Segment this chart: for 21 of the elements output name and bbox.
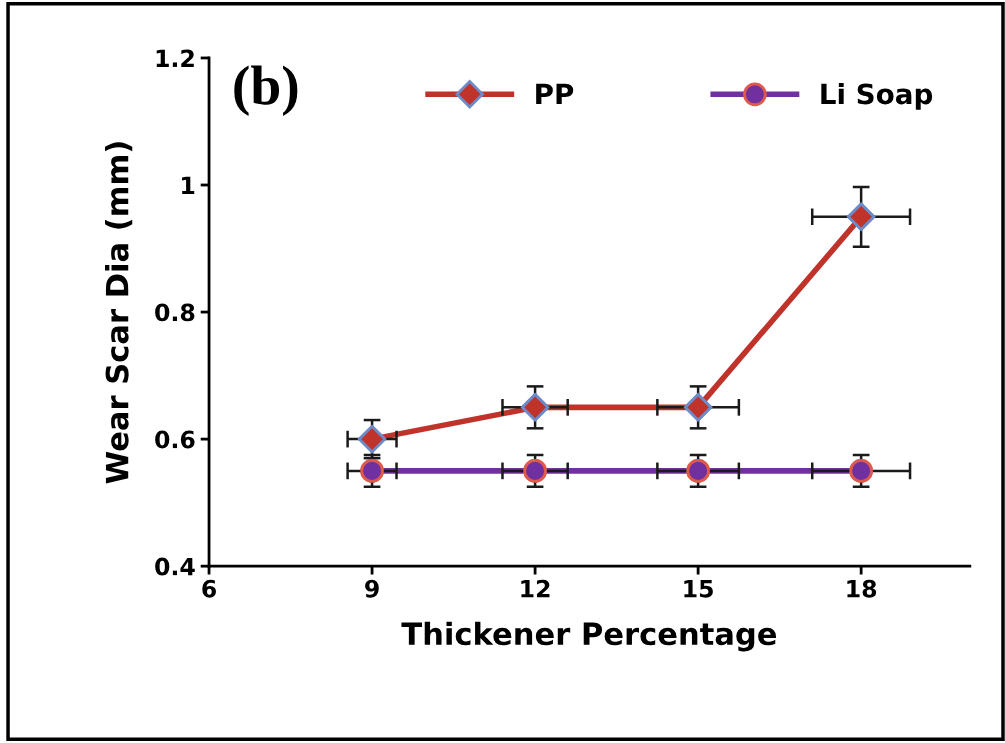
legend-label: Li Soap (821, 82, 933, 110)
y-tick-label: 1.2 (156, 49, 194, 67)
legend-label: PP (536, 83, 574, 105)
point (686, 459, 710, 483)
x-axis-title: Thickener Percentage (401, 621, 777, 652)
point (849, 459, 873, 483)
y-tick-label: 0.4 (155, 557, 195, 576)
x-tick-label: 6 (202, 579, 216, 598)
chart-title: (b) (234, 65, 298, 116)
x-tick-label: 12 (521, 579, 550, 598)
x-tick-label: 15 (684, 580, 713, 598)
y-axis-title: Wear Scar Dia (mm) (105, 142, 133, 484)
y-tick-label: 1 (182, 176, 195, 194)
y-tick-label: 0.8 (155, 303, 195, 322)
point (846, 202, 876, 231)
point (683, 393, 713, 422)
point (523, 459, 547, 483)
x-tick-label: 9 (365, 579, 379, 598)
point (520, 393, 550, 422)
x-tick-label: 18 (847, 579, 877, 598)
y-tick-label: 0.6 (155, 430, 195, 449)
